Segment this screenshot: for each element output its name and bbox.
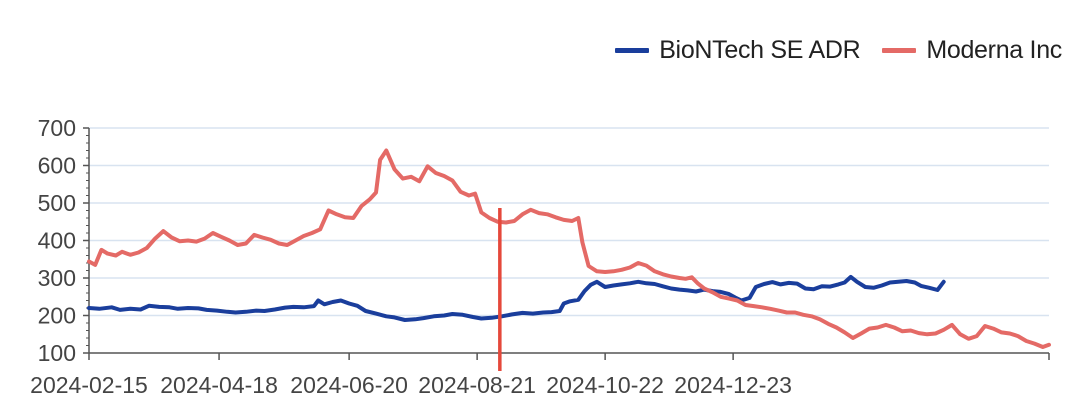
legend-label-moderna: Moderna Inc <box>926 36 1062 64</box>
x-tick-label: 2024-12-23 <box>674 372 792 398</box>
x-tick-label: 2024-08-21 <box>418 372 536 398</box>
y-tick-label: 400 <box>38 228 76 254</box>
y-tick-label: 500 <box>38 190 76 216</box>
x-tick-label: 2024-06-20 <box>290 372 408 398</box>
legend-swatch-moderna <box>882 48 917 53</box>
y-tick-label: 700 <box>38 115 76 141</box>
legend-item-moderna[interactable]: Moderna Inc <box>882 36 1062 65</box>
legend-item-biontech[interactable]: BioNTech SE ADR <box>615 36 861 65</box>
y-tick-label: 600 <box>38 153 76 179</box>
chart-legend: BioNTech SE ADR Moderna Inc <box>615 36 1062 65</box>
legend-label-biontech: BioNTech SE ADR <box>659 36 861 64</box>
series-line-moderna <box>87 148 1051 349</box>
series-line-biontech <box>87 274 946 322</box>
y-tick-label: 300 <box>38 265 76 291</box>
y-tick-label: 100 <box>38 340 76 366</box>
y-tick-label: 200 <box>38 303 76 329</box>
x-tick-label: 2024-04-18 <box>160 372 278 398</box>
x-tick-label: 2024-02-15 <box>30 372 148 398</box>
x-tick-label: 2024-10-22 <box>546 372 664 398</box>
legend-swatch-biontech <box>615 48 650 53</box>
